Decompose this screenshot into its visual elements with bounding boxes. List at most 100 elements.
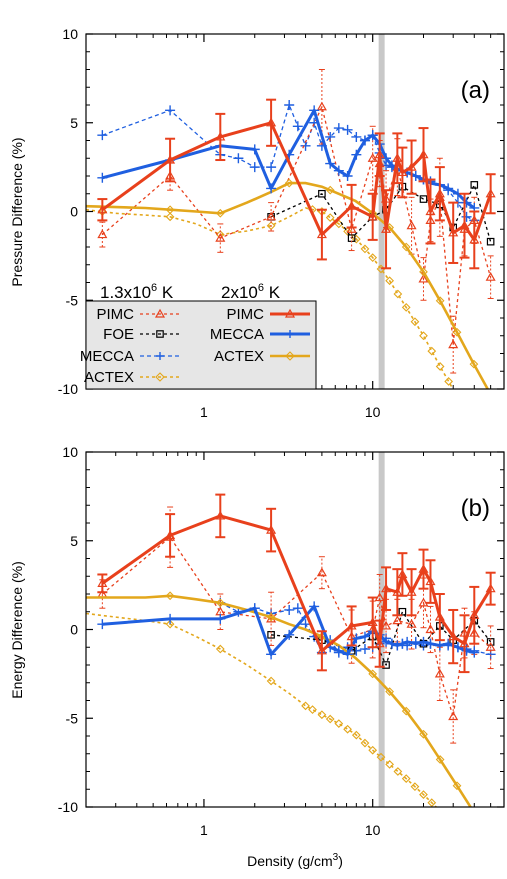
point-b-actex_high-9: [452, 781, 462, 791]
point-a-actex_high-10: [469, 359, 479, 369]
point-b-mecca_low-5: [292, 603, 303, 614]
point-b-pimc_high-12: [418, 563, 429, 573]
point-b-pimc_high-11: [406, 587, 417, 596]
point-a-mecca_low-6: [284, 100, 295, 110]
error-bar-a-pimc_high-0: [97, 198, 108, 222]
point-a-mecca_low-7: [292, 121, 303, 132]
point-b-pimc_high-7: [374, 638, 385, 648]
point-a-actex_low-13: [385, 276, 395, 286]
series-b-actex_high: [86, 591, 477, 816]
point-a-pimc_low-2: [215, 232, 226, 242]
point-a-pimc_low-0: [97, 229, 108, 239]
point-a-foe_low-1: [318, 189, 326, 198]
point-a-mecca_high-9: [342, 171, 353, 181]
series-a-pimc_high: [97, 98, 496, 270]
y-tick-label-a-1: -5: [66, 292, 79, 308]
point-a-actex_high-0: [165, 205, 175, 215]
point-b-pimc_high-14: [434, 611, 445, 621]
point-b-pimc_low-12: [425, 624, 436, 634]
x-tick-label-b-1: 10: [365, 822, 381, 838]
y-tick-label-a-0: -10: [58, 381, 78, 397]
point-a-actex_low-18: [427, 346, 437, 356]
point-b-mecca_low-6: [300, 619, 311, 630]
point-a-pimc_high-17: [469, 234, 480, 244]
series-line-a-pimc_low: [101, 106, 492, 346]
point-a-actex_low-9: [351, 234, 361, 244]
point-a-actex_high-8: [435, 296, 445, 306]
x-tick-label-a-1: 10: [365, 404, 381, 420]
point-a-actex_low-17: [419, 331, 428, 341]
point-b-actex_low-6: [325, 714, 335, 724]
point-b-mecca_high-8: [333, 645, 344, 656]
legend-label-low-foe: FOE: [103, 326, 134, 343]
y-axis-label-a: Pressure Difference (%): [9, 137, 25, 286]
point-a-pimc_high-16: [459, 220, 470, 230]
point-b-mecca_high-23: [443, 638, 454, 649]
point-a-pimc_low-11: [418, 273, 429, 283]
point-a-mecca_high-0: [97, 172, 108, 183]
point-a-foe_low-10: [486, 237, 495, 246]
point-b-pimc_high-2: [215, 510, 226, 520]
point-a-mecca_low-29: [461, 211, 472, 222]
point-b-actex_low-19: [439, 806, 441, 807]
y-tick-label-a-4: 10: [62, 26, 78, 42]
point-b-foe_low-4: [382, 661, 390, 669]
point-b-mecca_high-11: [359, 631, 370, 642]
point-a-mecca_high-7: [325, 158, 336, 169]
legend-label-high-mecca: MECCA: [210, 326, 264, 343]
point-a-actex_high-9: [452, 327, 462, 337]
point-b-mecca_low-4: [284, 604, 295, 615]
point-b-actex_low-20: [445, 816, 452, 823]
point-b-mecca_high-21: [425, 638, 436, 649]
point-b-actex_low-12: [376, 752, 386, 762]
legend-marker-high-mecca: [286, 330, 294, 338]
point-b-pimc_low-8: [381, 620, 392, 630]
point-b-actex_low-2: [266, 676, 276, 686]
series-b-actex_low: [86, 612, 452, 823]
point-a-actex_low-16: [410, 317, 420, 327]
legend: 1.3x106 K 2x106 K PIMC FOE MECCA ACTEX PIMC M…: [80, 282, 317, 390]
point-b-actex_high-10: [470, 809, 477, 816]
point-a-pimc_high-2: [215, 131, 226, 141]
point-a-actex_low-1: [165, 212, 175, 222]
panel-label-a: (a): [461, 77, 490, 104]
point-a-mecca_low-1: [165, 105, 176, 116]
y-tick-label-a-3: 5: [70, 115, 78, 131]
point-b-pimc_high-18: [485, 583, 496, 593]
point-b-pimc_low-13: [434, 668, 445, 678]
legend-box: [85, 300, 317, 390]
point-a-pimc_high-14: [434, 188, 445, 198]
point-a-pimc_high-15: [448, 227, 459, 237]
point-b-pimc_high-16: [459, 638, 470, 648]
point-b-mecca_high-1: [165, 613, 176, 624]
error-bar-b-pimc_high-0: [97, 573, 108, 594]
point-b-actex_low-9: [351, 730, 361, 740]
point-a-pimc_low-4: [316, 101, 327, 111]
point-b-pimc_high-10: [397, 569, 408, 579]
point-a-actex_low-6: [325, 213, 335, 222]
legend-header-low: 1.3x106 K: [100, 282, 174, 302]
y-tick-label-a-2: 0: [70, 204, 78, 220]
point-b-pimc_low-10: [406, 618, 417, 628]
point-b-actex_low-3: [301, 701, 310, 711]
point-b-actex_low-11: [368, 745, 378, 755]
point-b-mecca_high-0: [97, 619, 108, 630]
error-bar-a-pimc_low-0: [99, 221, 106, 248]
point-b-pimc_high-6: [367, 617, 378, 626]
series-line-b-actex_high: [86, 594, 473, 807]
error-bar-b-pimc_low-17: [487, 625, 494, 670]
plot-area-b: [86, 452, 496, 823]
point-a-mecca_high-3: [249, 144, 260, 155]
point-a-pimc_high-0: [97, 204, 108, 214]
series-line-b-pimc_high: [101, 514, 492, 653]
point-b-mecca_high-17: [397, 638, 408, 649]
point-b-pimc_low-4: [316, 567, 327, 577]
point-b-mecca_high-18: [402, 636, 413, 647]
point-a-mecca_high-23: [443, 183, 454, 194]
legend-marker-low-actex: [155, 372, 165, 382]
point-b-actex_high-5: [385, 687, 395, 697]
point-a-pimc_low-10: [406, 220, 417, 230]
error-bar-b-pimc_low-14: [450, 689, 457, 744]
y-axis-label-b: Energy Difference (%): [9, 561, 25, 698]
